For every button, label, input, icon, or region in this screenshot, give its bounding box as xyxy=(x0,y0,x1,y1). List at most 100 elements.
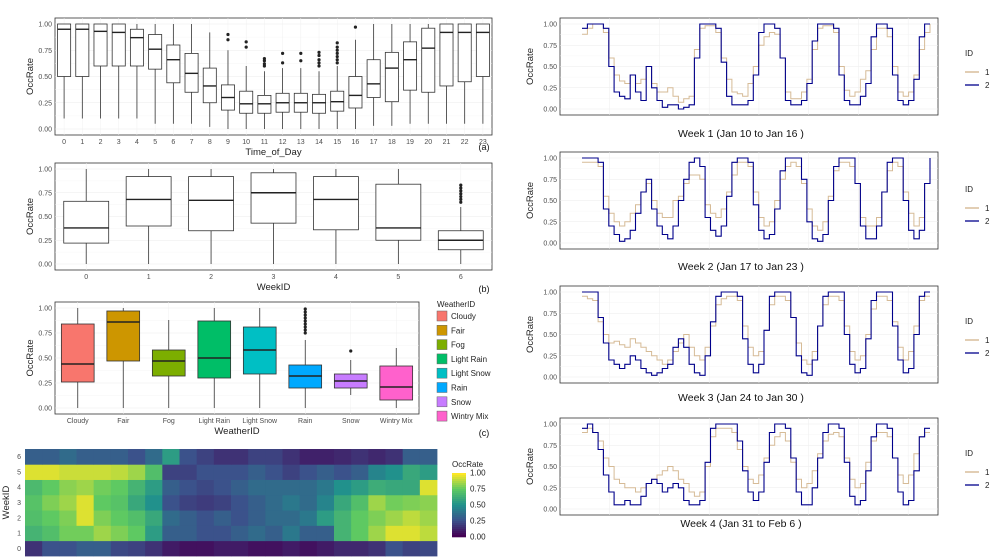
heatmap-cell xyxy=(282,510,301,526)
colorbar-segment xyxy=(452,507,466,510)
heatmap-cell xyxy=(76,540,95,557)
xtick-label: 9 xyxy=(226,139,230,146)
heatmap-cell xyxy=(282,464,301,480)
outlier-point xyxy=(303,331,307,335)
heatmap-cell xyxy=(93,510,112,526)
box-1 xyxy=(125,169,172,264)
heatmap-cell xyxy=(25,494,43,511)
box-2 xyxy=(93,23,108,119)
legend-label: 2 xyxy=(985,81,990,90)
colorbar-segment xyxy=(452,491,466,494)
box-body xyxy=(250,172,297,224)
legend-key xyxy=(436,382,448,393)
outlier-point xyxy=(349,349,353,353)
heatmap-cell xyxy=(282,540,301,557)
heatmap-cell xyxy=(128,449,146,465)
line-chart-week2-ytick-label: 0.50 xyxy=(543,198,557,205)
heatmap-cell xyxy=(402,464,421,480)
heatmap-ytick-label: 4 xyxy=(17,485,21,492)
legend-label: Rain xyxy=(451,384,467,393)
heatmap-cell xyxy=(179,449,198,465)
heatmap-cell xyxy=(282,479,301,496)
legend-label: 1 xyxy=(985,468,990,477)
box-body xyxy=(457,23,472,83)
xtick-label: 12 xyxy=(279,139,287,146)
heatmap-ytick-label: 1 xyxy=(17,531,21,538)
xtick-label: Fair xyxy=(117,418,130,425)
legend-title: ID xyxy=(965,185,973,194)
box-body xyxy=(313,176,359,231)
box-body xyxy=(188,176,234,232)
outlier-point xyxy=(303,322,307,326)
heatmap-cell xyxy=(76,510,95,526)
heatmap-legend-title: OccRate xyxy=(452,460,484,469)
box-body xyxy=(166,44,181,84)
xtick-label: Light Rain xyxy=(198,418,230,425)
box-20 xyxy=(421,24,436,124)
heatmap-cell xyxy=(196,449,215,465)
xtick-label: 22 xyxy=(461,139,469,146)
y-axis-label: OccRate xyxy=(25,340,36,377)
heatmap-cell xyxy=(213,479,232,496)
heatmap-cell xyxy=(402,540,421,557)
heatmap-cell xyxy=(248,525,266,542)
outlier-point xyxy=(459,200,463,204)
legend-label: Snow xyxy=(451,398,471,407)
heatmap-cell xyxy=(25,525,43,542)
heatmap-cell xyxy=(110,525,129,542)
xtick-label: 3 xyxy=(272,274,276,281)
box-23 xyxy=(475,23,490,124)
box-21 xyxy=(439,23,454,124)
heatmap-cell xyxy=(59,479,77,496)
heatmap-cell xyxy=(299,494,318,511)
box-body xyxy=(439,23,454,87)
boxplot-a-ytick-label: 0.00 xyxy=(38,127,52,134)
legend-label: 2 xyxy=(985,481,990,490)
heatmap-cell xyxy=(351,540,369,557)
heatmap-cell xyxy=(385,525,404,542)
boxplot-c: 0.00 0.25 0.50 0.75 1.00 Cloudy Fair Fog Light R… xyxy=(25,300,491,438)
outlier-point xyxy=(317,53,321,58)
box-14 xyxy=(312,50,326,129)
xtick-label: 2 xyxy=(209,274,213,281)
series-line-2 xyxy=(582,157,931,242)
box-17 xyxy=(366,24,381,126)
box-body xyxy=(421,27,436,93)
legend-label: Cloudy xyxy=(451,312,476,321)
xtick-label: Rain xyxy=(298,418,313,425)
heatmap-cell xyxy=(231,494,249,511)
box-4 xyxy=(313,169,359,264)
boxplot-c-ytick-label: 0.75 xyxy=(38,331,52,338)
boxplot-a-ytick-label: 0.75 xyxy=(38,48,52,55)
outlier-point xyxy=(262,57,266,61)
outlier-point xyxy=(303,328,307,332)
xtick-label: 8 xyxy=(208,139,212,146)
heatmap-cell xyxy=(265,494,283,511)
heatmap-cell xyxy=(385,464,404,480)
heatmap-cell xyxy=(299,540,318,557)
heatmap-cell xyxy=(265,464,283,480)
outlier-point xyxy=(459,194,463,199)
colorbar-segment xyxy=(452,535,466,538)
line-chart-week2-ytick-label: 1.00 xyxy=(543,156,557,163)
heatmap-cell xyxy=(110,479,129,496)
heatmap-cell xyxy=(368,464,386,480)
heatmap-cell xyxy=(110,540,129,557)
heatmap-cell xyxy=(110,510,129,526)
outlier-point xyxy=(335,48,339,52)
colorbar-segment xyxy=(452,519,466,522)
xtick-label: 16 xyxy=(352,139,360,146)
heatmap-cell xyxy=(351,479,369,496)
heatmap-cell xyxy=(334,464,352,480)
series-line-2 xyxy=(582,23,930,110)
heatmap-cell xyxy=(196,464,215,480)
colorbar-segment xyxy=(452,531,466,534)
heatmap-cell xyxy=(59,510,77,526)
colorbar-segment xyxy=(452,517,466,520)
heatmap-cell xyxy=(162,540,180,557)
legend-title: ID xyxy=(965,49,973,58)
heatmap-cell xyxy=(76,464,95,480)
heatmap-cell xyxy=(402,449,421,465)
heatmap-cell xyxy=(351,464,369,480)
legend-label: 1 xyxy=(985,336,990,345)
